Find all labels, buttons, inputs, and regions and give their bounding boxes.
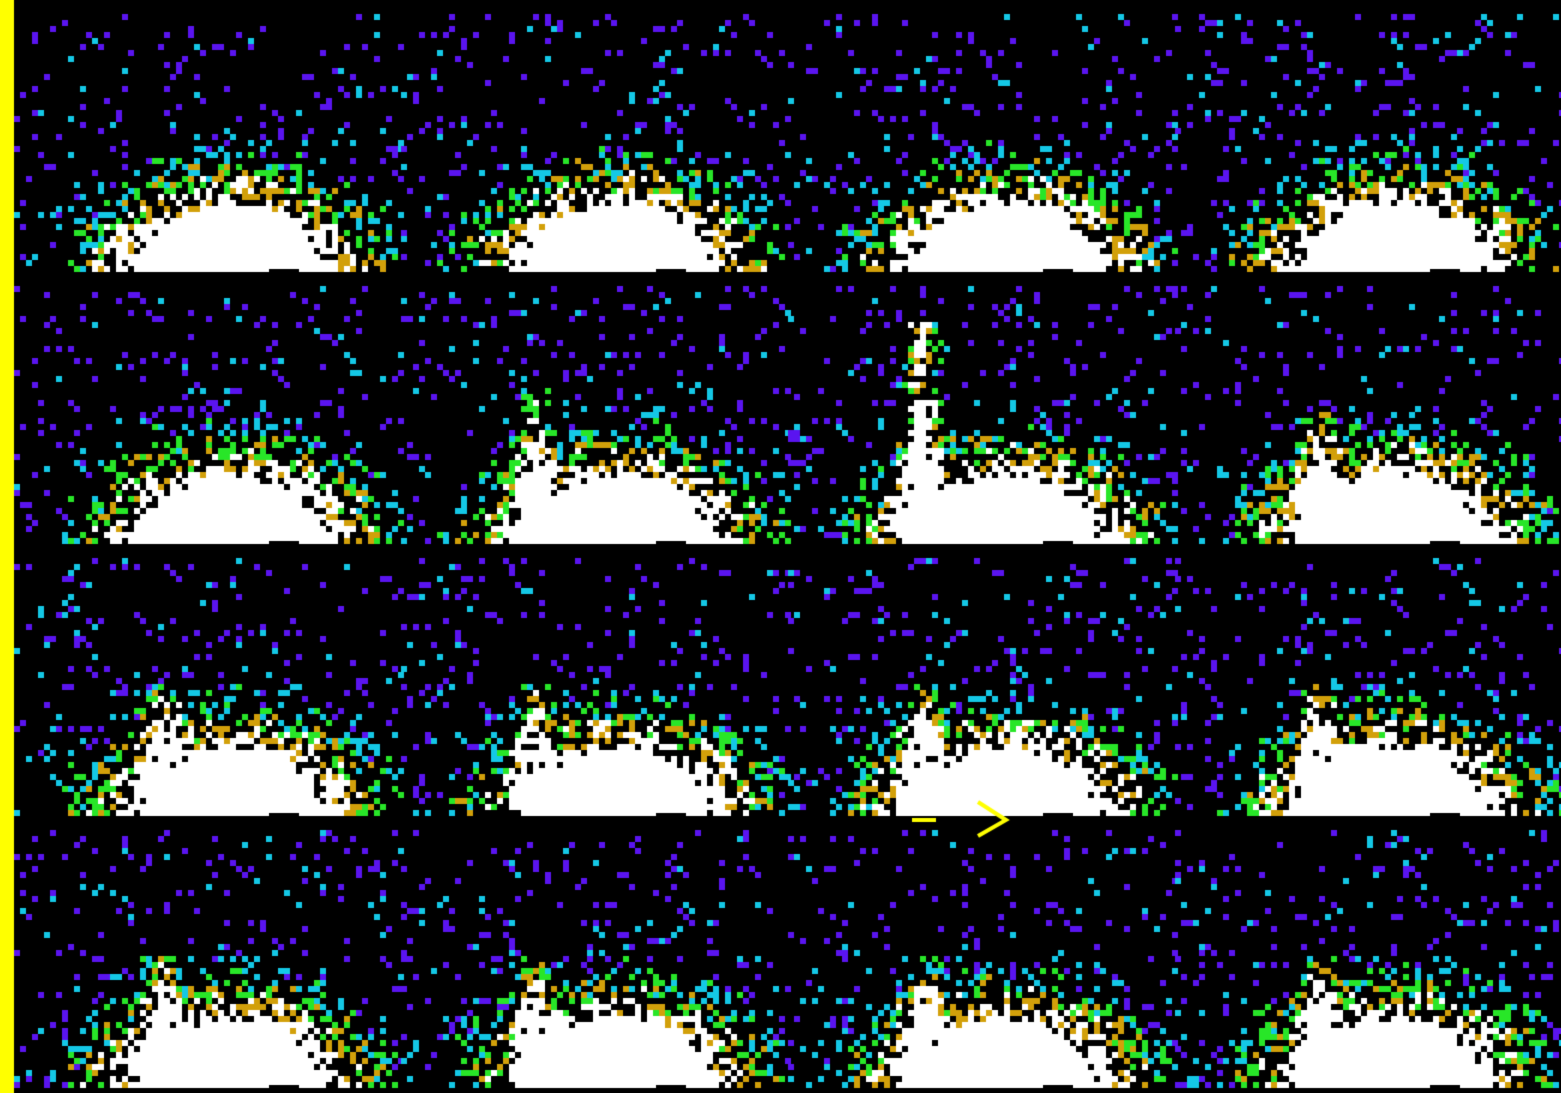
scintigraphy-frame-grid [0,0,1561,1093]
